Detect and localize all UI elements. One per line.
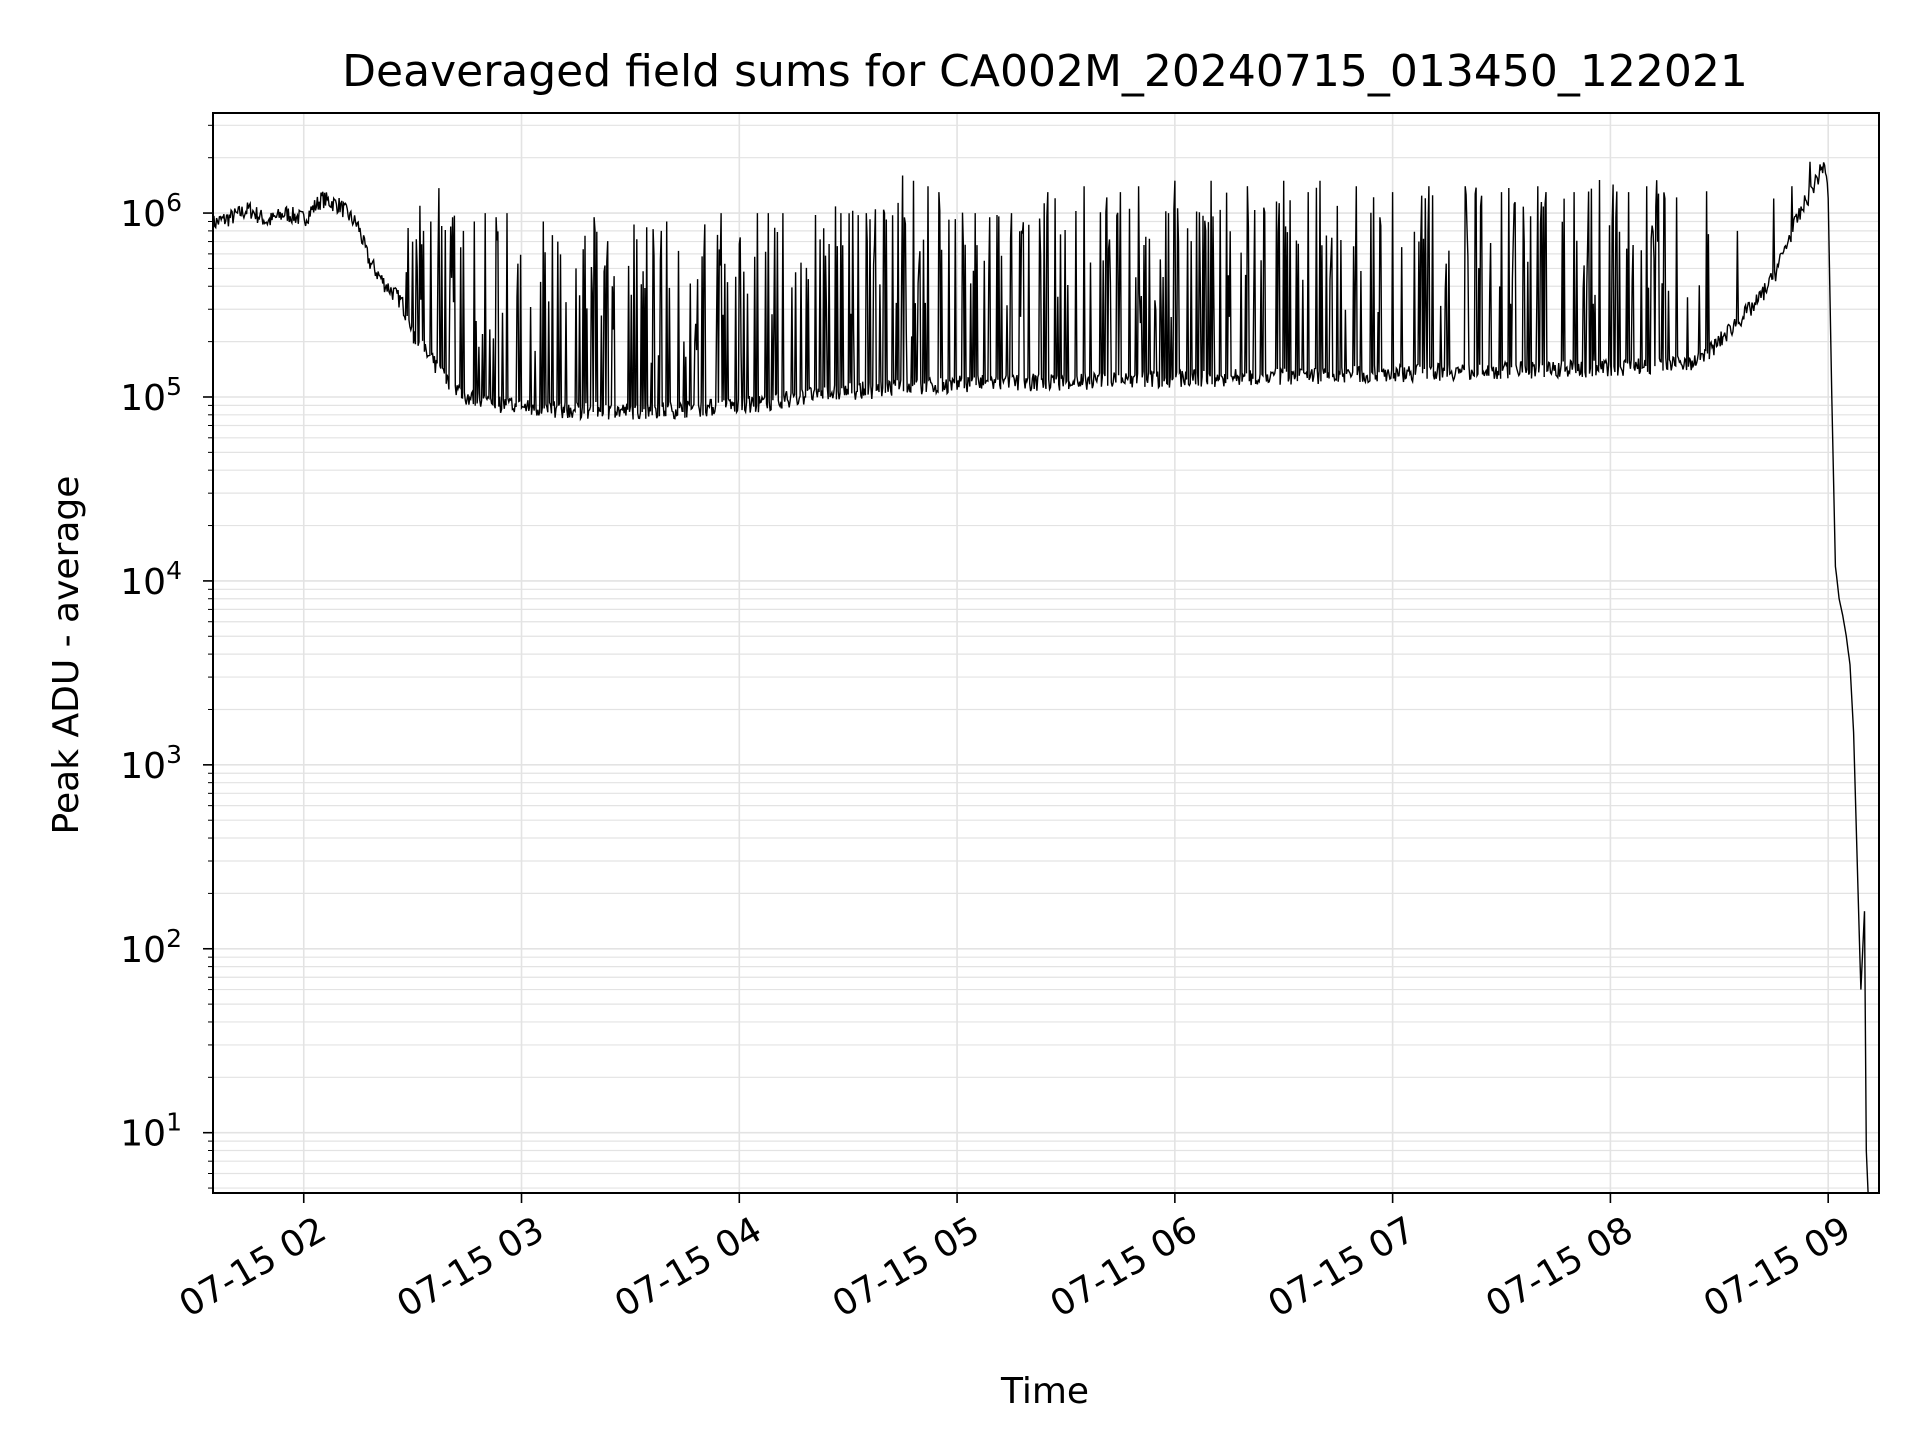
y-tick-label: 102 [120,924,182,971]
y-tick-label: 103 [120,740,182,787]
y-tick-label: 104 [120,556,182,603]
plot-frame [212,112,1880,1194]
y-axis-label: Peak ADU - average [46,476,87,835]
x-axis-label: Time [1000,1371,1089,1412]
y-tick-label: 106 [120,188,182,235]
y-tick-label: 101 [120,1108,182,1155]
y-tick-label: 105 [120,372,182,419]
chart-title: Deaveraged field sums for CA002M_2024071… [342,46,1748,97]
data-layer [212,161,1869,1194]
series-line [212,161,1869,1194]
